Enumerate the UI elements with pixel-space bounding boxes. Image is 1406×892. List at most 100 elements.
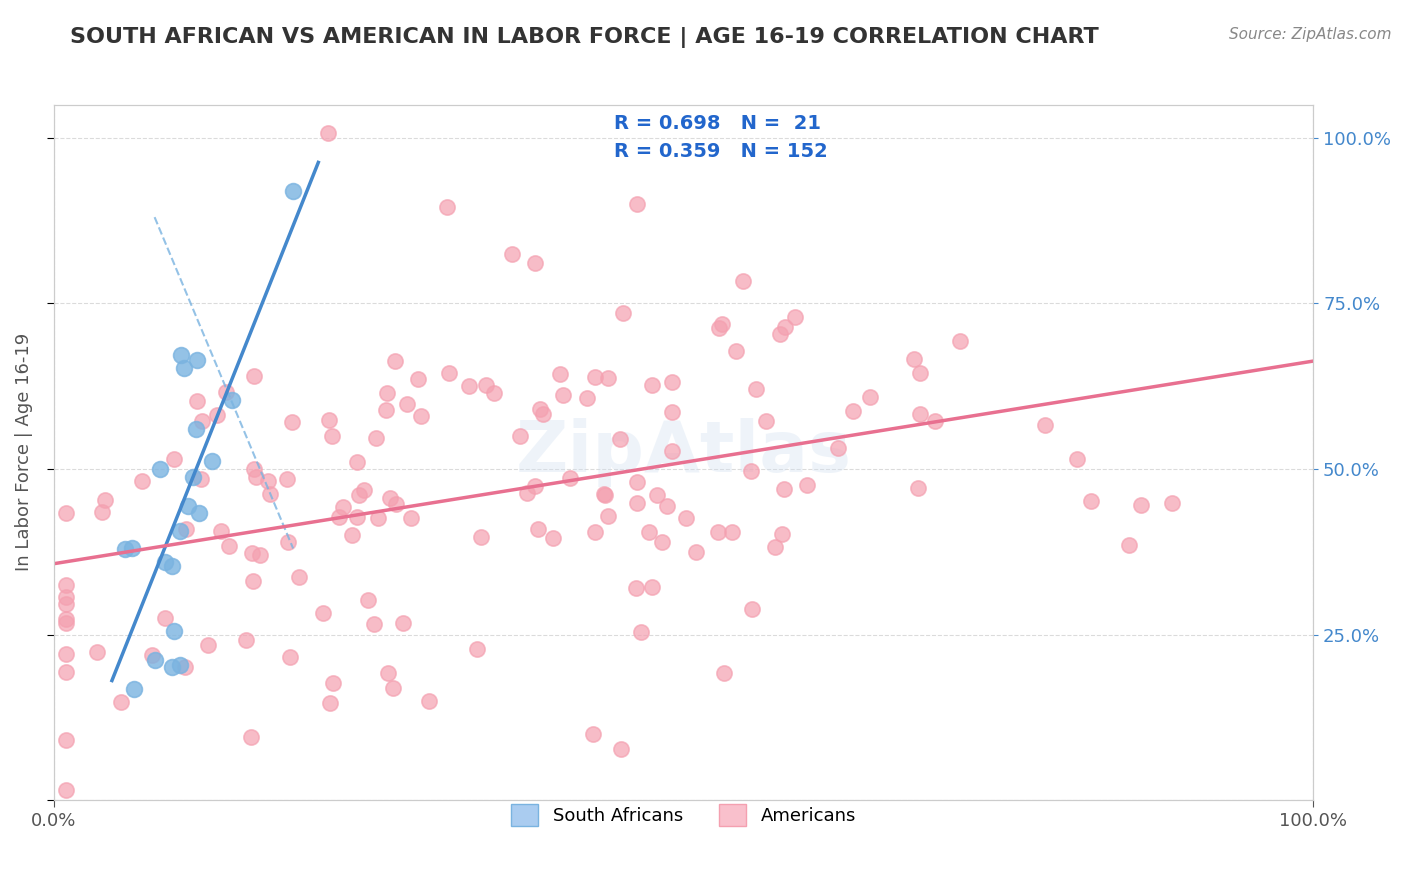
South Africans [184, 422, 207, 436]
Americans [367, 511, 389, 525]
Americans [256, 474, 278, 488]
Americans [731, 274, 754, 288]
Americans [321, 429, 343, 443]
Americans [583, 525, 606, 540]
Text: SOUTH AFRICAN VS AMERICAN IN LABOR FORCE | AGE 16-19 CORRELATION CHART: SOUTH AFRICAN VS AMERICAN IN LABOR FORCE… [70, 27, 1099, 48]
Americans [55, 647, 77, 661]
Americans [363, 617, 385, 632]
Americans [243, 461, 266, 475]
South Africans [181, 470, 204, 484]
Americans [155, 611, 177, 625]
Americans [796, 478, 818, 492]
Americans [311, 606, 333, 620]
Americans [907, 481, 929, 495]
Americans [501, 246, 523, 260]
Americans [391, 616, 413, 631]
Americans [610, 742, 633, 756]
Americans [436, 200, 458, 214]
Americans [374, 403, 396, 417]
Americans [721, 524, 744, 539]
Americans [55, 577, 77, 591]
Americans [406, 372, 429, 386]
Americans [357, 593, 380, 607]
Americans [131, 474, 153, 488]
Americans [641, 581, 664, 595]
Americans [191, 414, 214, 428]
South Africans [173, 360, 195, 375]
Americans [382, 681, 405, 695]
Americans [765, 540, 787, 554]
Americans [593, 488, 616, 502]
Americans [240, 546, 263, 560]
Americans [783, 310, 806, 324]
Americans [529, 402, 551, 417]
Americans [377, 665, 399, 680]
South Africans [149, 462, 172, 476]
South Africans [186, 352, 208, 367]
Americans [475, 378, 498, 392]
Americans [384, 497, 406, 511]
Americans [509, 429, 531, 443]
Americans [173, 660, 195, 674]
Americans [411, 409, 433, 423]
Legend: South Africans, Americans: South Africans, Americans [503, 797, 863, 833]
South Africans [169, 657, 191, 672]
Americans [346, 455, 368, 469]
Americans [55, 732, 77, 747]
Americans [276, 472, 298, 486]
Americans [209, 524, 232, 539]
Americans [319, 696, 342, 710]
Americans [205, 409, 228, 423]
South Africans [163, 624, 186, 639]
Americans [575, 391, 598, 405]
Americans [531, 408, 554, 422]
South Africans [114, 542, 136, 557]
Americans [55, 507, 77, 521]
Americans [243, 369, 266, 384]
Americans [685, 545, 707, 559]
Americans [482, 385, 505, 400]
Americans [190, 472, 212, 486]
Americans [755, 414, 778, 428]
Americans [827, 441, 849, 455]
Americans [558, 471, 581, 485]
Americans [745, 382, 768, 396]
Americans [523, 255, 546, 269]
Americans [1080, 494, 1102, 508]
Americans [609, 433, 631, 447]
Americans [1035, 418, 1057, 433]
Text: Source: ZipAtlas.com: Source: ZipAtlas.com [1229, 27, 1392, 42]
Americans [740, 464, 762, 478]
Americans [349, 488, 371, 502]
Americans [548, 367, 571, 381]
Americans [626, 582, 648, 596]
Americans [277, 535, 299, 549]
Americans [55, 665, 77, 680]
Americans [346, 510, 368, 524]
Text: ZipAtlas: ZipAtlas [516, 417, 852, 487]
Americans [318, 413, 340, 427]
Americans [541, 531, 564, 545]
Americans [110, 696, 132, 710]
Americans [645, 488, 668, 502]
Americans [842, 404, 865, 418]
Americans [612, 305, 634, 319]
Americans [582, 727, 605, 741]
Americans [281, 416, 304, 430]
Americans [626, 496, 648, 510]
South Africans [170, 348, 193, 362]
Americans [218, 539, 240, 553]
Americans [908, 407, 931, 421]
Americans [661, 405, 683, 419]
Americans [713, 665, 735, 680]
Americans [401, 511, 423, 525]
South Africans [221, 393, 243, 408]
Americans [55, 615, 77, 630]
Americans [55, 590, 77, 604]
South Africans [143, 653, 166, 667]
South Africans [121, 541, 143, 555]
Americans [316, 126, 339, 140]
Americans [724, 344, 747, 359]
Americans [215, 385, 238, 400]
Text: R = 0.359   N = 152: R = 0.359 N = 152 [614, 142, 828, 161]
